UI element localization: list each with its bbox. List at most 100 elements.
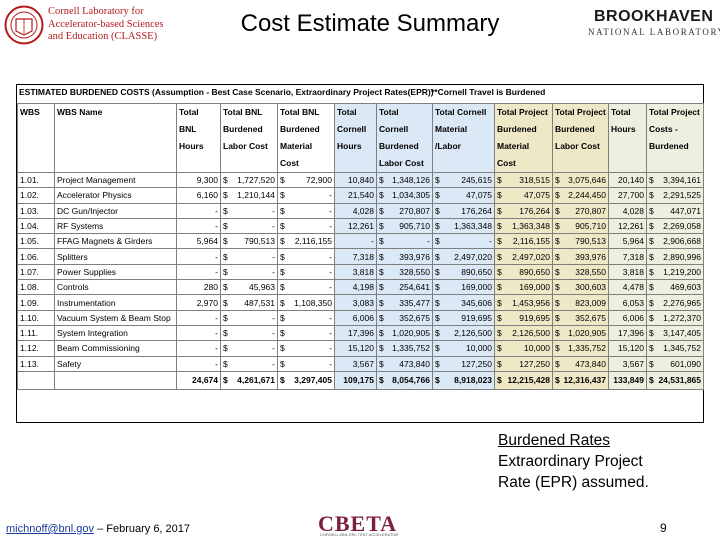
cell-bnl-hours: - (176, 309, 221, 326)
cell-cornell-labor: $1,020,905 (376, 324, 433, 342)
cell-wbs: 1.06. (17, 248, 55, 265)
col-proj-material: Total Project Burdened Material Cost (494, 103, 553, 173)
cell-cornell-hours: 10,840 (334, 171, 377, 189)
cbeta-logo: CBETA CORNELL-BNL ERL TEST ACCELERATOR (318, 511, 408, 539)
cell-total-hours: 4,028 (608, 202, 647, 219)
cell-total-cost: $469,603 (646, 279, 704, 296)
cbeta-wordmark: CBETA (318, 511, 398, 536)
col-bnl-material: Total BNL Burdened Material Cost (277, 103, 335, 173)
cell-total-hours: 17,396 (608, 324, 647, 342)
table-row: 1.06. Splitters - $ - $ -7,318 $393,976 $2,497,0… (17, 248, 704, 265)
table-row: 1.12. Beam Commissioning - $ - $ -15,120 $1,335… (17, 340, 704, 357)
brookhaven-logo: BROOKHAVEN NATIONAL LABORATORY (584, 8, 720, 42)
cell-proj-labor: $300,603 (552, 279, 609, 296)
cbeta-subtitle: CORNELL-BNL ERL TEST ACCELERATOR (320, 532, 399, 537)
total-proj-labor: $12,316,437 (552, 370, 609, 390)
cell-bnl-hours: 280 (176, 279, 221, 296)
cell-bnl-material: $ - (277, 324, 335, 342)
note-line-1: Burdened Rates (498, 432, 611, 449)
cell-proj-material: $169,000 (494, 279, 553, 296)
table-row: 1.05. FFAG Magnets & Girders 5,964 $790,513… (17, 233, 704, 250)
cell-total-cost: $447,071 (646, 202, 704, 219)
cell-cornell-labor: $328,550 (376, 263, 433, 281)
col-cornell-hours: Total Cornell Hours (334, 103, 377, 173)
table-row: 1.03. DC Gun/Injector - $ - $ -4,028 $270,807 $1… (17, 202, 704, 219)
note-line-3: Rate (EPR) assumed. (498, 474, 649, 491)
cell-proj-labor: $270,807 (552, 202, 609, 219)
cell-wbs-name: Accelerator Physics (54, 187, 177, 204)
table-row: 1.10. Vacuum System & Beam Stop - $ - $ -6,006… (17, 309, 704, 326)
cell-proj-labor: $2,244,450 (552, 187, 609, 204)
cell-total-cost: $1,272,370 (646, 309, 704, 326)
classe-name: Cornell Laboratory for Accelerator-based… (48, 6, 164, 42)
cell-cornell-material: $919,695 (432, 309, 495, 326)
cell-wbs-name: Beam Commissioning (54, 340, 177, 357)
cell-wbs: 1.11. (17, 324, 55, 342)
cell-bnl-hours: - (176, 217, 221, 235)
cell-bnl-labor: $ - (220, 355, 278, 372)
cell-cornell-hours: 7,318 (334, 248, 377, 265)
cell-cornell-material: $10,000 (432, 340, 495, 357)
total-bnl-hours: 24,674 (176, 370, 221, 390)
col-total-hours: Total Hours (608, 103, 647, 173)
cell-proj-material: $2,126,500 (494, 324, 553, 342)
cell-total-cost: $601,090 (646, 355, 704, 372)
cell-total-hours: 5,964 (608, 233, 647, 250)
cell-proj-labor: $393,976 (552, 248, 609, 265)
cell-wbs: 1.04. (17, 217, 55, 235)
cell-cornell-material: $176,264 (432, 202, 495, 219)
cell-total-hours: 20,140 (608, 171, 647, 189)
cell-proj-material: $127,250 (494, 355, 553, 372)
cell-cornell-hours: - (334, 233, 377, 250)
cell-cornell-material: $169,000 (432, 279, 495, 296)
cell-proj-material: $919,695 (494, 309, 553, 326)
table-row: 1.07. Power Supplies - $ - $ -3,818 $328,550 $89… (17, 263, 704, 281)
cell-bnl-labor: $ - (220, 202, 278, 219)
cell-cornell-labor: $352,675 (376, 309, 433, 326)
cell-bnl-material: $ - (277, 263, 335, 281)
cell-bnl-labor: $ - (220, 217, 278, 235)
cell-bnl-material: $ - (277, 340, 335, 357)
table-row: 1.04. RF Systems - $ - $ -12,261 $905,710 $1,363… (17, 217, 704, 235)
cell-cornell-labor: $393,976 (376, 248, 433, 265)
cell-bnl-labor: $ - (220, 248, 278, 265)
cell-cornell-labor: $335,477 (376, 294, 433, 311)
footer-author: michnoff@bnl.gov – February 6, 2017 (6, 523, 190, 535)
cell-cornell-material: $1,363,348 (432, 217, 495, 235)
cell-proj-material: $318,515 (494, 171, 553, 189)
cell-total-hours: 15,120 (608, 340, 647, 357)
table-row: 1.08. Controls 280 $45,963 $ -4,198 $254,641 $1… (17, 279, 704, 296)
page-number: 9 (660, 521, 667, 535)
cell-proj-material: $47,075 (494, 187, 553, 204)
cornell-seal-icon (4, 5, 44, 45)
cell-bnl-labor: $1,727,520 (220, 171, 278, 189)
total-total-cost: $24,531,865 (646, 370, 704, 390)
cell-bnl-material: $ - (277, 279, 335, 296)
cell-cornell-hours: 3,083 (334, 294, 377, 311)
cell-bnl-material: $72,900 (277, 171, 335, 189)
cell-cornell-labor: $1,335,752 (376, 340, 433, 357)
cell-total-hours: 3,567 (608, 355, 647, 372)
cell-total-hours: 12,261 (608, 217, 647, 235)
cell-bnl-hours: 6,160 (176, 187, 221, 204)
author-email-link[interactable]: michnoff@bnl.gov (6, 523, 95, 535)
note-line-2: Extraordinary Project (498, 453, 643, 470)
cell-cornell-material: $2,497,020 (432, 248, 495, 265)
cell-total-cost: $2,269,058 (646, 217, 704, 235)
cell-bnl-hours: - (176, 248, 221, 265)
classe-logo: Cornell Laboratory for Accelerator-based… (4, 4, 174, 48)
cell-total-hours: 4,478 (608, 279, 647, 296)
cell-proj-material: $10,000 (494, 340, 553, 357)
slide-title: Cost Estimate Summary (240, 10, 500, 37)
cell-proj-labor: $328,550 (552, 263, 609, 281)
table-row: 1.11. System Integration - $ - $ -17,396 $1,020… (17, 324, 704, 342)
cell-bnl-material: $ - (277, 309, 335, 326)
cell-total-hours: 7,318 (608, 248, 647, 265)
cell-cornell-hours: 21,540 (334, 187, 377, 204)
cell-proj-material: $1,453,956 (494, 294, 553, 311)
cell-cornell-hours: 17,396 (334, 324, 377, 342)
cell-total-hours: 6,006 (608, 309, 647, 326)
cell-bnl-labor: $45,963 (220, 279, 278, 296)
cell-bnl-hours: 5,964 (176, 233, 221, 250)
cell-cornell-material: $245,615 (432, 171, 495, 189)
